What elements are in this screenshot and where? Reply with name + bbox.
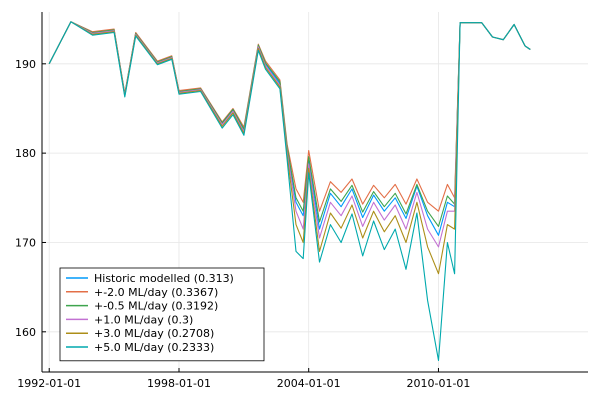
y-tick-label: 180 bbox=[15, 147, 36, 160]
legend-box bbox=[59, 267, 265, 362]
y-tick-label: 190 bbox=[15, 58, 36, 71]
series-line-6 bbox=[48, 21, 531, 361]
legend-label-4: +1.0 ML/day (0.3) bbox=[94, 313, 193, 326]
legend-label-6: +5.0 ML/day (0.2333) bbox=[94, 341, 214, 354]
series-line-5 bbox=[48, 21, 531, 275]
legend-label-3: +-0.5 ML/day (0.3192) bbox=[94, 300, 218, 313]
legend: Historic modelled (0.313)+-2.0 ML/day (0… bbox=[59, 267, 265, 362]
x-tick-label: 1998-01-01 bbox=[147, 377, 211, 390]
x-tick-label: 1992-01-01 bbox=[17, 377, 81, 390]
legend-label-5: +3.0 ML/day (0.2708) bbox=[94, 327, 214, 340]
legend-label-1: Historic modelled (0.313) bbox=[94, 272, 234, 285]
x-tick-label: 2004-01-01 bbox=[277, 377, 341, 390]
y-tick-label: 170 bbox=[15, 236, 36, 249]
x-tick-label: 2010-01-01 bbox=[406, 377, 470, 390]
y-tick-label: 160 bbox=[15, 326, 36, 339]
axes: 1992-01-01 1998-01-01 2004-01-01 2010-01-01… bbox=[15, 12, 588, 390]
legend-label-2: +-2.0 ML/day (0.3367) bbox=[94, 286, 218, 299]
series-lines bbox=[48, 21, 531, 361]
